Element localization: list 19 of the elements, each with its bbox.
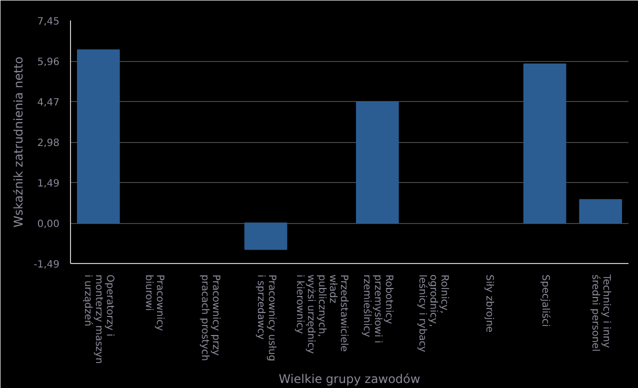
- y-tick-label: 4,47: [37, 98, 60, 108]
- x-axis-title: Wielkie grupy zawodów: [278, 372, 420, 386]
- y-tick-label: 2,98: [37, 138, 60, 149]
- y-tick-label: 0,00: [37, 219, 60, 230]
- bar: [244, 222, 288, 250]
- x-tick-label: Specjaliści: [539, 274, 552, 327]
- bar: [523, 63, 566, 224]
- bar: [579, 199, 622, 224]
- y-tick-label: 5,96: [37, 57, 60, 68]
- bar: [356, 102, 399, 224]
- x-tick-label: Pracownicy biurowi: [143, 274, 166, 332]
- y-tick-label: -1,49: [34, 260, 60, 270]
- y-axis-title: Wskaźnik zatrudnienia netto: [12, 56, 26, 228]
- x-tick-label: Operatorzy i monterzy maszyn i urządzeń: [82, 274, 115, 364]
- bar: [76, 49, 120, 224]
- y-tick-label: 7,45: [37, 16, 60, 28]
- y-tick-label: 1,49: [37, 178, 60, 190]
- x-tick-label: Technicy i inny średni personel: [590, 274, 612, 352]
- x-tick-label: Siły zbrojne: [484, 274, 494, 332]
